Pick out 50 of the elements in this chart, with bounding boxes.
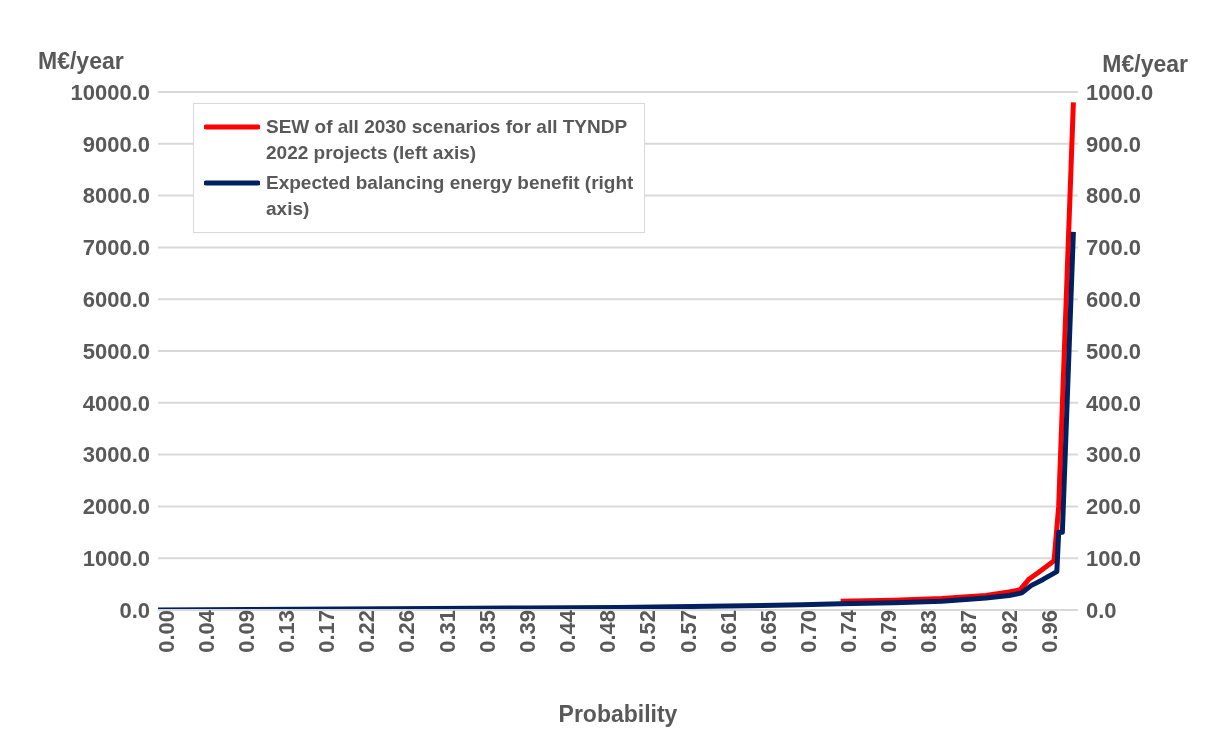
y2-tick-label: 900.0 [1086,131,1142,157]
legend-label: SEW of all 2030 scenarios for all TYNDP 2022 projects (left axis) [266,115,628,165]
x-tick-label: 0.52 [635,610,661,653]
y2-tick-label: 0.0 [1086,597,1117,623]
y-tick-label: 2000.0 [82,494,150,520]
y-tick-label: 5000.0 [82,338,150,364]
y-tick-label: 1000.0 [82,546,150,572]
x-tick-label: 0.57 [675,610,701,653]
y-tick-label: 4000.0 [82,390,150,416]
x-tick-label: 0.39 [514,610,540,653]
y-tick-label: 0.0 [119,597,150,623]
x-tick-label: 0.74 [836,609,862,653]
x-tick-label: 0.00 [153,610,179,653]
y2-tick-label: 500.0 [1086,338,1142,364]
x-tick-label: 0.92 [996,610,1022,653]
x-tick-label: 0.13 [274,610,300,653]
y-tick-label: 10000.0 [70,79,150,105]
x-tick-label: 0.70 [795,610,821,653]
x-tick-label: 0.87 [956,610,982,653]
x-tick-label: 0.31 [434,610,460,653]
y2-tick-label: 400.0 [1086,390,1142,416]
y2-tick-label: 200.0 [1086,494,1142,520]
y-tick-label: 9000.0 [82,131,150,157]
x-tick-label: 0.65 [755,610,781,653]
x-tick-label: 0.22 [354,610,380,653]
y2-axis-title: M€/year [1102,51,1188,78]
y2-tick-label: 800.0 [1086,183,1142,209]
x-tick-label: 0.09 [233,610,259,653]
y-axis-title: M€/year [38,48,124,75]
legend-label: Expected balancing energy benefit (right axis) [266,171,634,221]
y-tick-label: 6000.0 [82,287,150,313]
y2-tick-label: 300.0 [1086,442,1142,468]
y-tick-label: 8000.0 [82,183,150,209]
y2-tick-label: 100.0 [1086,546,1142,572]
y-tick-label: 3000.0 [82,442,150,468]
y2-tick-label: 700.0 [1086,235,1142,261]
x-tick-label: 0.44 [555,609,581,653]
x-tick-label: 0.61 [715,610,741,653]
x-tick-label: 0.79 [876,610,902,653]
x-tick-label: 0.96 [1036,610,1062,653]
x-tick-label: 0.17 [314,610,340,653]
x-axis-title: Probability [558,701,678,727]
x-tick-label: 0.48 [595,610,621,653]
x-tick-label: 0.04 [193,609,219,653]
y-tick-label: 7000.0 [82,235,150,261]
y2-tick-label: 1000.0 [1086,79,1154,105]
y2-tick-label: 600.0 [1086,287,1142,313]
x-tick-label: 0.35 [474,610,500,653]
x-tick-label: 0.83 [916,610,942,653]
x-tick-label: 0.26 [394,610,420,653]
